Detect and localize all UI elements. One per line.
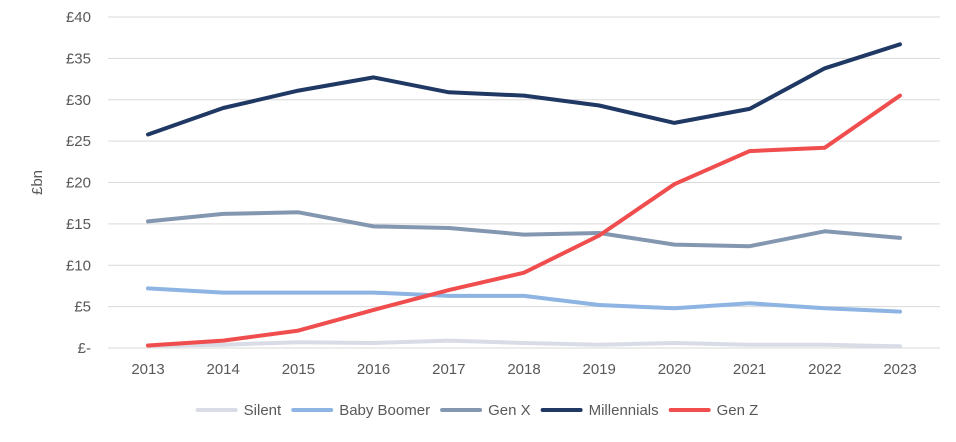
legend-label: Baby Boomer (339, 402, 430, 419)
series-line-gen-x (146, 210, 902, 249)
x-axis-ticks: 2013 2014 2015 2016 2017 2018 2019 2020 2021 2022… (131, 361, 916, 378)
series-line-millennials (146, 42, 902, 137)
y-tick-label: £30 (66, 92, 91, 109)
legend-item-millennials: Millennials (540, 402, 659, 419)
x-tick-label: 2023 (883, 361, 916, 378)
legend-label: Silent (244, 402, 282, 419)
x-tick-label: 2018 (507, 361, 540, 378)
series-line-silent (146, 338, 902, 349)
x-tick-label: 2022 (808, 361, 841, 378)
legend: Silent Baby Boomer Gen X Millennials Gen Z (195, 402, 759, 419)
legend-item-gen-z: Gen Z (668, 402, 759, 419)
x-tick-label: 2016 (357, 361, 390, 378)
legend-item-gen-x: Gen X (440, 402, 531, 419)
x-tick-label: 2020 (658, 361, 691, 378)
legend-label: Millennials (589, 402, 659, 419)
x-tick-label: 2015 (282, 361, 315, 378)
legend-label: Gen Z (717, 402, 759, 419)
x-tick-label: 2021 (733, 361, 766, 378)
y-tick-label: £20 (66, 175, 91, 192)
x-tick-label: 2014 (207, 361, 240, 378)
x-tick-label: 2019 (583, 361, 616, 378)
legend-item-baby-boomer: Baby Boomer (291, 402, 430, 419)
series-line-gen-z (146, 93, 902, 348)
y-tick-label: £- (78, 340, 91, 357)
gridlines (108, 16, 940, 349)
y-tick-label: £35 (66, 50, 91, 67)
y-axis-label: £bn (29, 170, 46, 195)
series-lines (146, 42, 902, 349)
x-tick-label: 2013 (131, 361, 164, 378)
y-tick-label: £10 (66, 257, 91, 274)
x-tick-label: 2017 (432, 361, 465, 378)
y-axis-ticks: £- £5 £10 £15 £20 £25 £30 £35 £40 (66, 9, 91, 357)
y-tick-label: £5 (74, 299, 91, 316)
legend-label: Gen X (488, 402, 531, 419)
y-tick-label: £15 (66, 216, 91, 233)
legend-item-silent: Silent (195, 402, 282, 419)
series-line-baby-boomer (146, 286, 902, 314)
y-tick-label: £40 (66, 9, 91, 26)
y-tick-label: £25 (66, 133, 91, 150)
